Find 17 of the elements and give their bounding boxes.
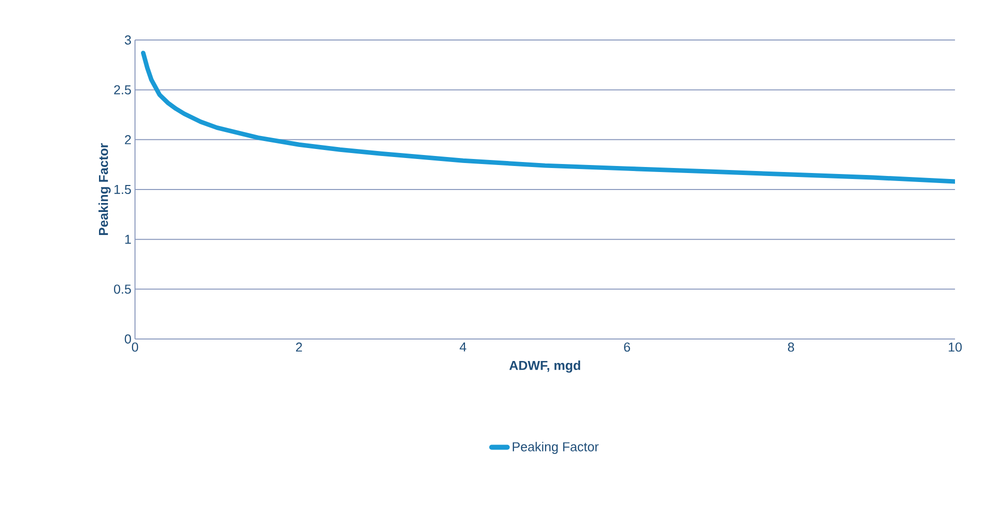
y-tick-label: 3 <box>124 35 131 45</box>
x-tick-label: 0 <box>132 342 138 352</box>
x-tick-label: 6 <box>624 342 630 352</box>
y-tick-label: 1 <box>125 234 131 244</box>
y-tick-label: 2 <box>124 135 131 144</box>
x-tick-label: 8 <box>788 342 794 352</box>
line-series <box>140 50 956 184</box>
y-axis-title: Peaking Factor <box>98 143 111 236</box>
legend-label: Peaking Factor <box>512 442 599 454</box>
y-tick-label: 0 <box>124 334 131 344</box>
x-tick-label: 2 <box>296 342 302 352</box>
y-tick-label: 2.5 <box>114 85 131 94</box>
x-tick-label: 4 <box>460 342 466 352</box>
x-axis-title: ADWF, mgd <box>509 360 580 373</box>
y-tick-label: 1.5 <box>114 184 131 194</box>
y-tick-label: 0.5 <box>114 284 131 294</box>
x-tick-label: 10 <box>948 342 962 352</box>
